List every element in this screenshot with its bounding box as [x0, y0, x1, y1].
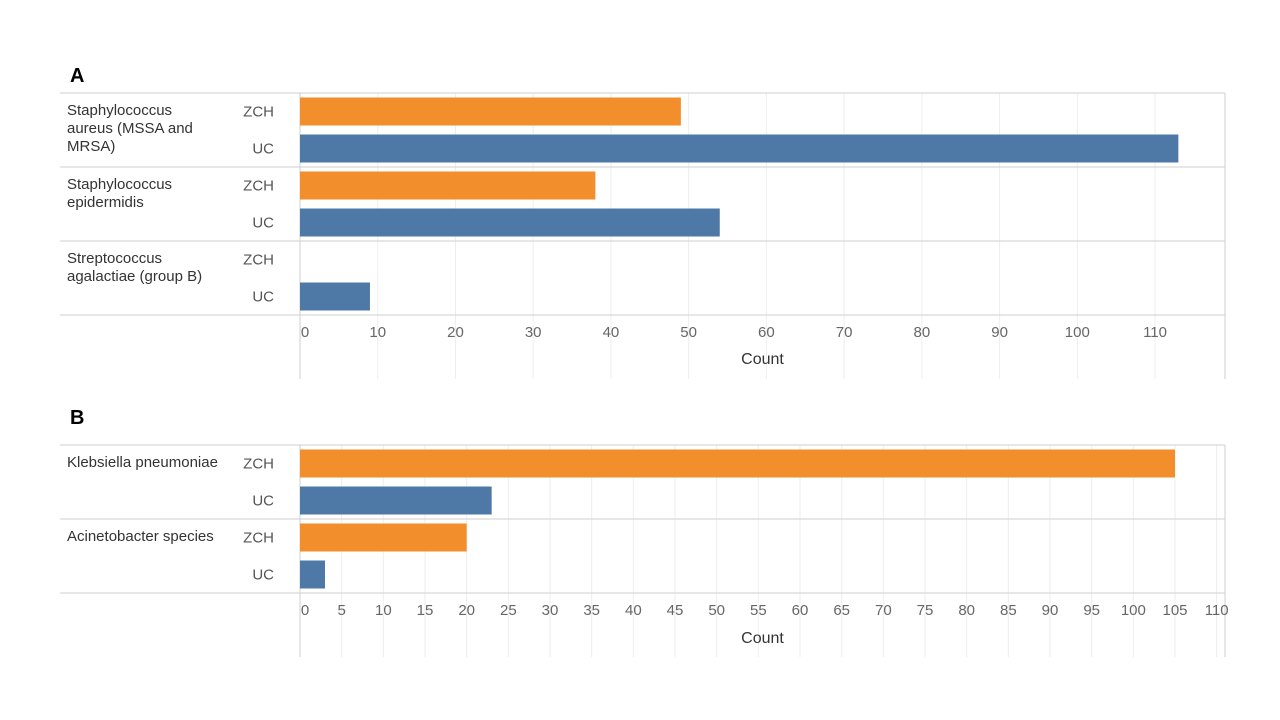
- category-label: Acinetobacter species: [67, 528, 214, 545]
- x-tick-label: 90: [1042, 602, 1059, 619]
- group-label: UC: [252, 215, 274, 232]
- x-tick-label: 35: [583, 602, 600, 619]
- x-tick-label: 80: [914, 324, 931, 341]
- bar-uc: [300, 282, 370, 311]
- x-tick-label: 110: [1143, 324, 1167, 341]
- category-label-line: Klebsiella pneumoniae: [67, 454, 218, 471]
- category-label: Streptococcus agalactiae (group B): [67, 250, 202, 285]
- x-tick-label: 40: [625, 602, 642, 619]
- x-tick-label: 75: [917, 602, 934, 619]
- x-axis-title: Count: [741, 630, 784, 647]
- category-label-line: agalactiae (group B): [67, 268, 202, 285]
- x-tick-label: 110: [1205, 602, 1229, 619]
- x-tick-label: 60: [758, 324, 775, 341]
- x-tick-label: 70: [875, 602, 892, 619]
- bar-uc: [300, 486, 492, 515]
- group-label: UC: [252, 141, 274, 158]
- bar-zch: [300, 523, 467, 552]
- x-tick-label: 25: [500, 602, 517, 619]
- x-tick-label: 60: [792, 602, 809, 619]
- category-label: Klebsiella pneumoniae: [67, 454, 218, 471]
- group-label: ZCH: [243, 252, 274, 269]
- panel-label: A: [70, 65, 84, 87]
- category-label-line: Staphylococcus: [67, 102, 172, 119]
- x-tick-label: 10: [375, 602, 392, 619]
- x-tick-label: 45: [667, 602, 684, 619]
- group-label: ZCH: [243, 456, 274, 473]
- x-tick-label: 65: [833, 602, 850, 619]
- x-tick-label: 100: [1065, 324, 1090, 341]
- group-label: UC: [252, 289, 274, 306]
- category-label-line: Streptococcus: [67, 250, 162, 267]
- x-tick-label: 50: [680, 324, 697, 341]
- group-label: ZCH: [243, 530, 274, 547]
- x-tick-label: 85: [1000, 602, 1017, 619]
- x-tick-label: 40: [603, 324, 620, 341]
- x-tick-label: 50: [708, 602, 725, 619]
- bar-zch: [300, 171, 596, 200]
- category-label-line: Acinetobacter species: [67, 528, 214, 545]
- x-tick-label: 55: [750, 602, 767, 619]
- x-axis-title: Count: [741, 351, 784, 368]
- x-tick-label: 95: [1083, 602, 1100, 619]
- x-tick-label: 5: [337, 602, 345, 619]
- x-tick-label: 0: [301, 324, 309, 341]
- x-tick-label: 90: [991, 324, 1008, 341]
- x-tick-label: 30: [542, 602, 559, 619]
- x-tick-label: 30: [525, 324, 542, 341]
- category-label: Staphylococcus aureus (MSSA and MRSA): [67, 102, 193, 155]
- x-tick-label: 15: [417, 602, 434, 619]
- group-label: UC: [252, 567, 274, 584]
- bar-zch: [300, 449, 1175, 478]
- x-tick-label: 70: [836, 324, 853, 341]
- x-tick-label: 0: [301, 602, 309, 619]
- bar-uc: [300, 560, 325, 589]
- category-label-line: epidermidis: [67, 194, 144, 211]
- x-tick-label: 100: [1121, 602, 1146, 619]
- category-label-line: aureus (MSSA and: [67, 120, 193, 137]
- category-label: Staphylococcus epidermidis: [67, 176, 172, 211]
- bar-uc: [300, 208, 720, 237]
- panel-label: B: [70, 407, 84, 429]
- x-tick-label: 105: [1162, 602, 1187, 619]
- x-tick-label: 20: [447, 324, 464, 341]
- group-label: UC: [252, 493, 274, 510]
- x-tick-label: 10: [369, 324, 386, 341]
- group-label: ZCH: [243, 178, 274, 195]
- group-label: ZCH: [243, 104, 274, 121]
- bar-uc: [300, 134, 1179, 163]
- chart-panel-b: B Klebsiella pneumoniae ZCH UC Acinetobacter…: [60, 407, 1229, 657]
- x-tick-label: 20: [458, 602, 475, 619]
- x-tick-label: 80: [958, 602, 975, 619]
- bar-zch: [300, 97, 681, 126]
- category-label-line: MRSA): [67, 138, 115, 155]
- category-label-line: Staphylococcus: [67, 176, 172, 193]
